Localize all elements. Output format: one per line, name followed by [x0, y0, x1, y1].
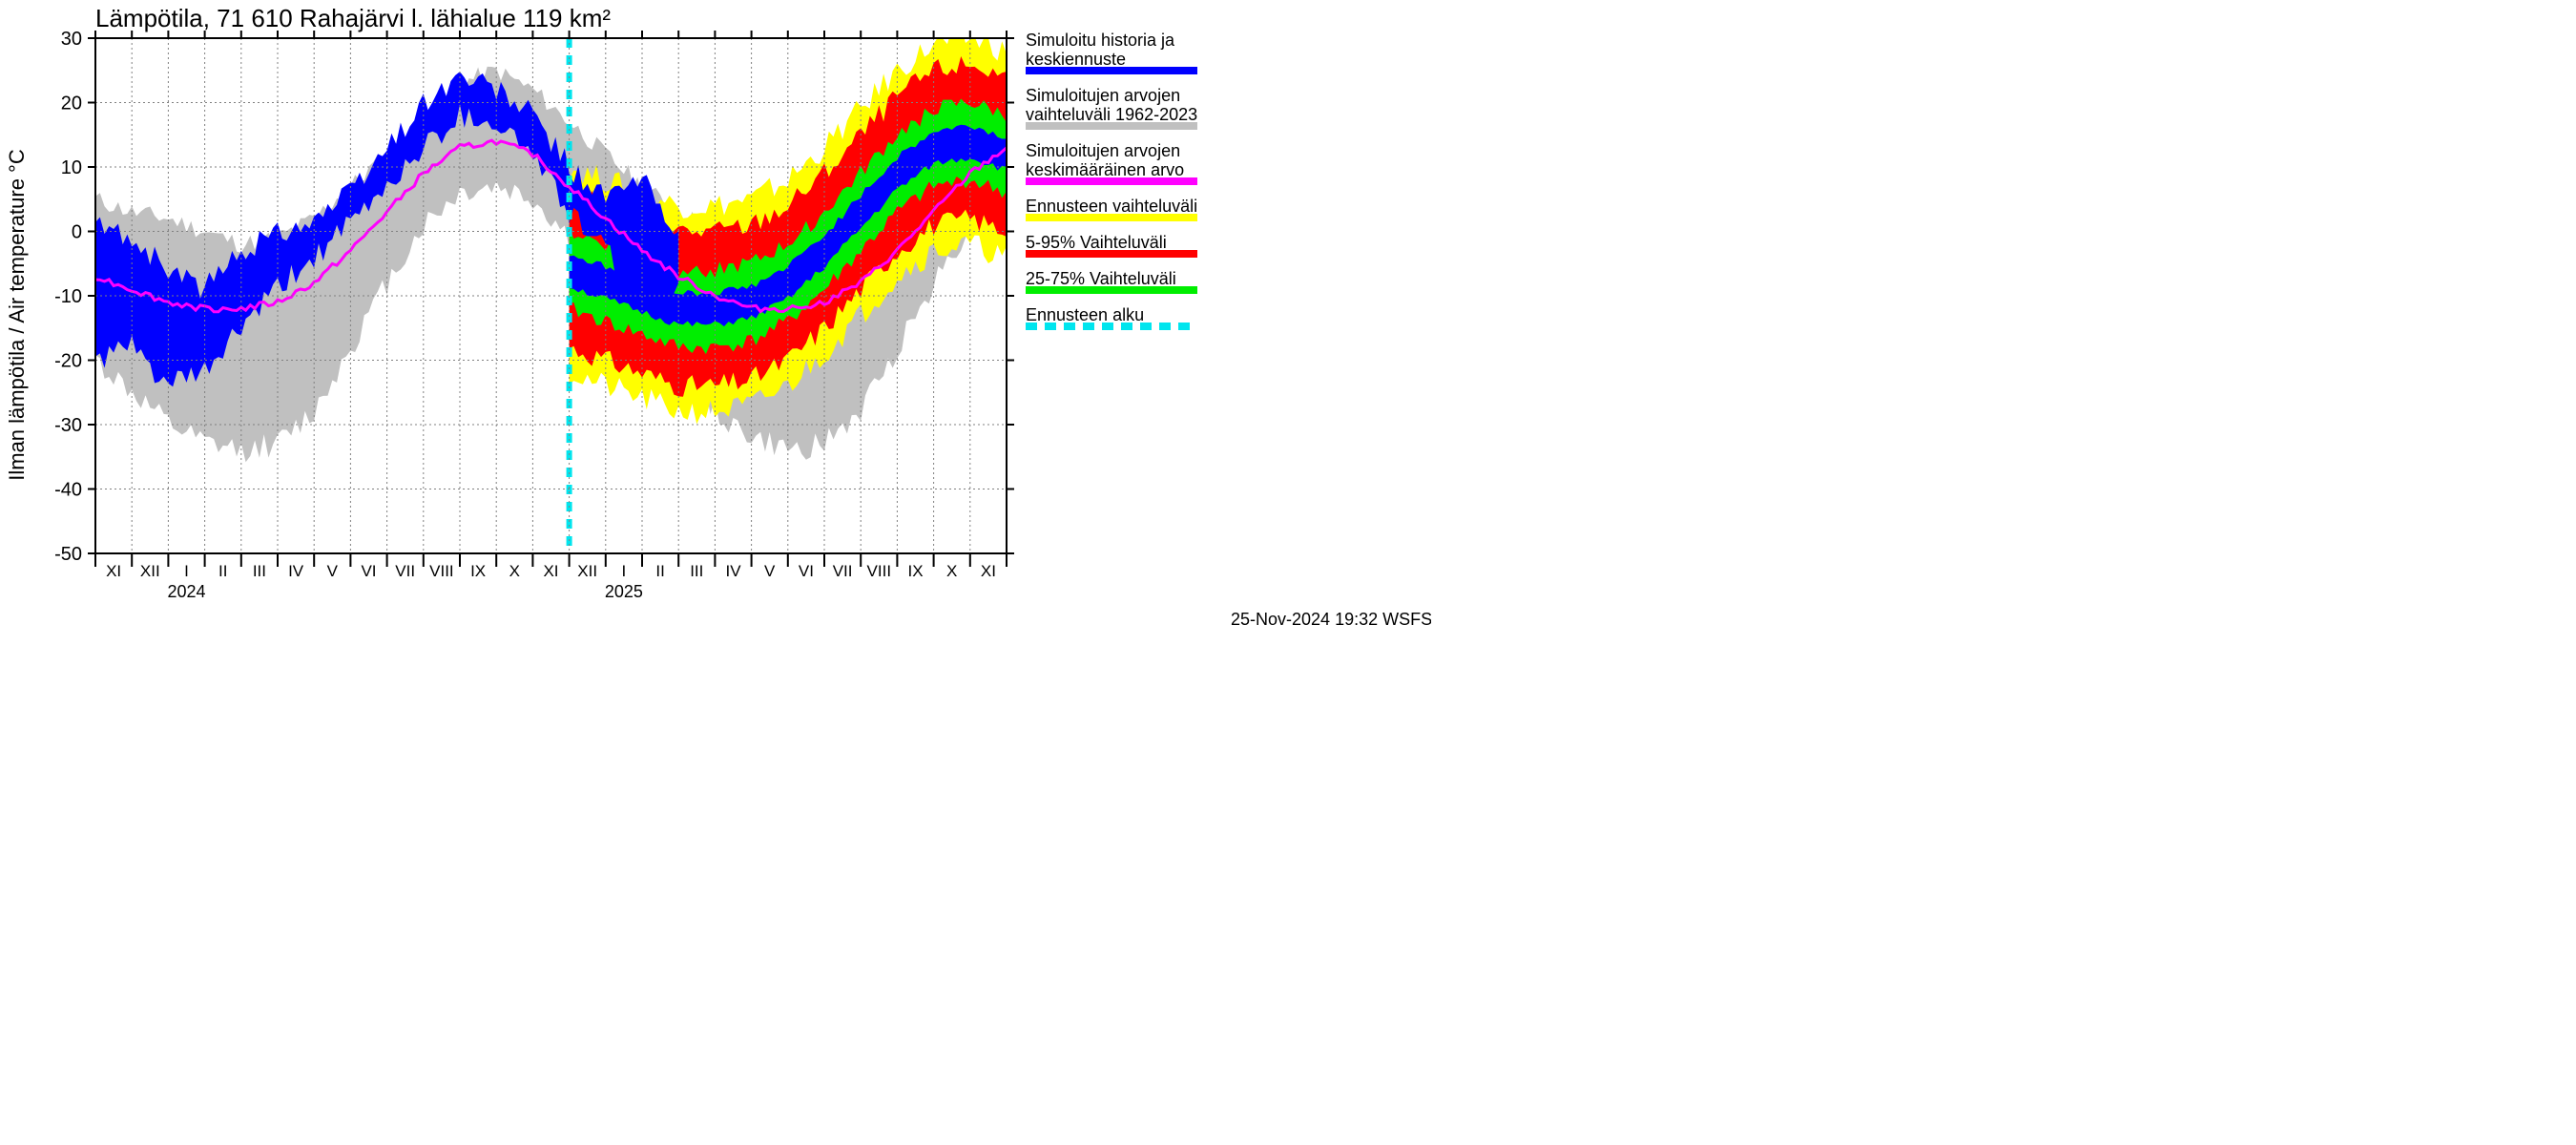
x-month-label: X [946, 562, 957, 580]
x-month-label: VIII [429, 562, 454, 580]
x-year-label: 2024 [167, 582, 205, 601]
footer-text: 25-Nov-2024 19:32 WSFS-O [1231, 610, 1431, 629]
x-month-label: XI [106, 562, 121, 580]
x-month-label: IV [725, 562, 741, 580]
legend-swatch [1026, 214, 1197, 221]
x-month-label: IX [907, 562, 923, 580]
x-month-label: VIII [867, 562, 892, 580]
x-month-label: XII [577, 562, 597, 580]
x-month-label: VII [395, 562, 415, 580]
x-month-label: VI [799, 562, 814, 580]
y-tick-label: -40 [54, 480, 82, 501]
y-tick-label: -50 [54, 544, 82, 565]
x-month-label: II [218, 562, 227, 580]
legend-swatch [1026, 177, 1197, 185]
x-month-label: VI [361, 562, 376, 580]
x-month-label: I [622, 562, 627, 580]
x-month-label: IV [288, 562, 304, 580]
x-month-label: II [655, 562, 664, 580]
y-tick-label: 30 [61, 29, 82, 50]
legend-swatch [1026, 67, 1197, 74]
legend-label: keskimääräinen arvo [1026, 160, 1184, 179]
legend-label: Simuloitujen arvojen [1026, 141, 1180, 160]
x-month-label: X [509, 562, 520, 580]
legend-label: 5-95% Vaihteluväli [1026, 233, 1167, 252]
chart-container: -50-40-30-20-100102030XIXIIIIIIIIIVVVIVI… [0, 0, 1431, 636]
legend-label: Ennusteen vaihteluväli [1026, 197, 1197, 216]
legend-label: Simuloitujen arvojen [1026, 86, 1180, 105]
x-year-label: 2025 [605, 582, 643, 601]
y-axis-label: Ilman lämpötila / Air temperature °C [5, 149, 29, 481]
legend-label: keskiennuste [1026, 50, 1126, 69]
x-month-label: VII [833, 562, 853, 580]
legend-label: Simuloitu historia ja [1026, 31, 1175, 50]
x-month-label: XII [140, 562, 160, 580]
x-month-label: XI [543, 562, 558, 580]
chart-title: Lämpötila, 71 610 Rahajärvi l. lähialue … [95, 4, 611, 32]
x-month-label: III [690, 562, 703, 580]
legend-swatch [1026, 286, 1197, 294]
x-month-label: V [764, 562, 776, 580]
x-month-label: IX [470, 562, 486, 580]
y-tick-label: 0 [72, 222, 82, 243]
legend-label: 25-75% Vaihteluväli [1026, 269, 1176, 288]
y-tick-label: 10 [61, 157, 82, 178]
legend-swatch [1026, 122, 1197, 130]
y-tick-label: 20 [61, 94, 82, 114]
legend-label: vaihteluväli 1962-2023 [1026, 105, 1197, 124]
y-tick-label: -10 [54, 286, 82, 307]
x-month-label: XI [981, 562, 996, 580]
legend-swatch [1026, 250, 1197, 258]
y-tick-label: -20 [54, 351, 82, 372]
legend-label: Ennusteen alku [1026, 305, 1144, 324]
x-month-label: V [327, 562, 339, 580]
y-tick-label: -30 [54, 415, 82, 436]
chart-svg: -50-40-30-20-100102030XIXIIIIIIIIIVVVIVI… [0, 0, 1431, 636]
x-month-label: I [184, 562, 189, 580]
x-month-label: III [253, 562, 266, 580]
